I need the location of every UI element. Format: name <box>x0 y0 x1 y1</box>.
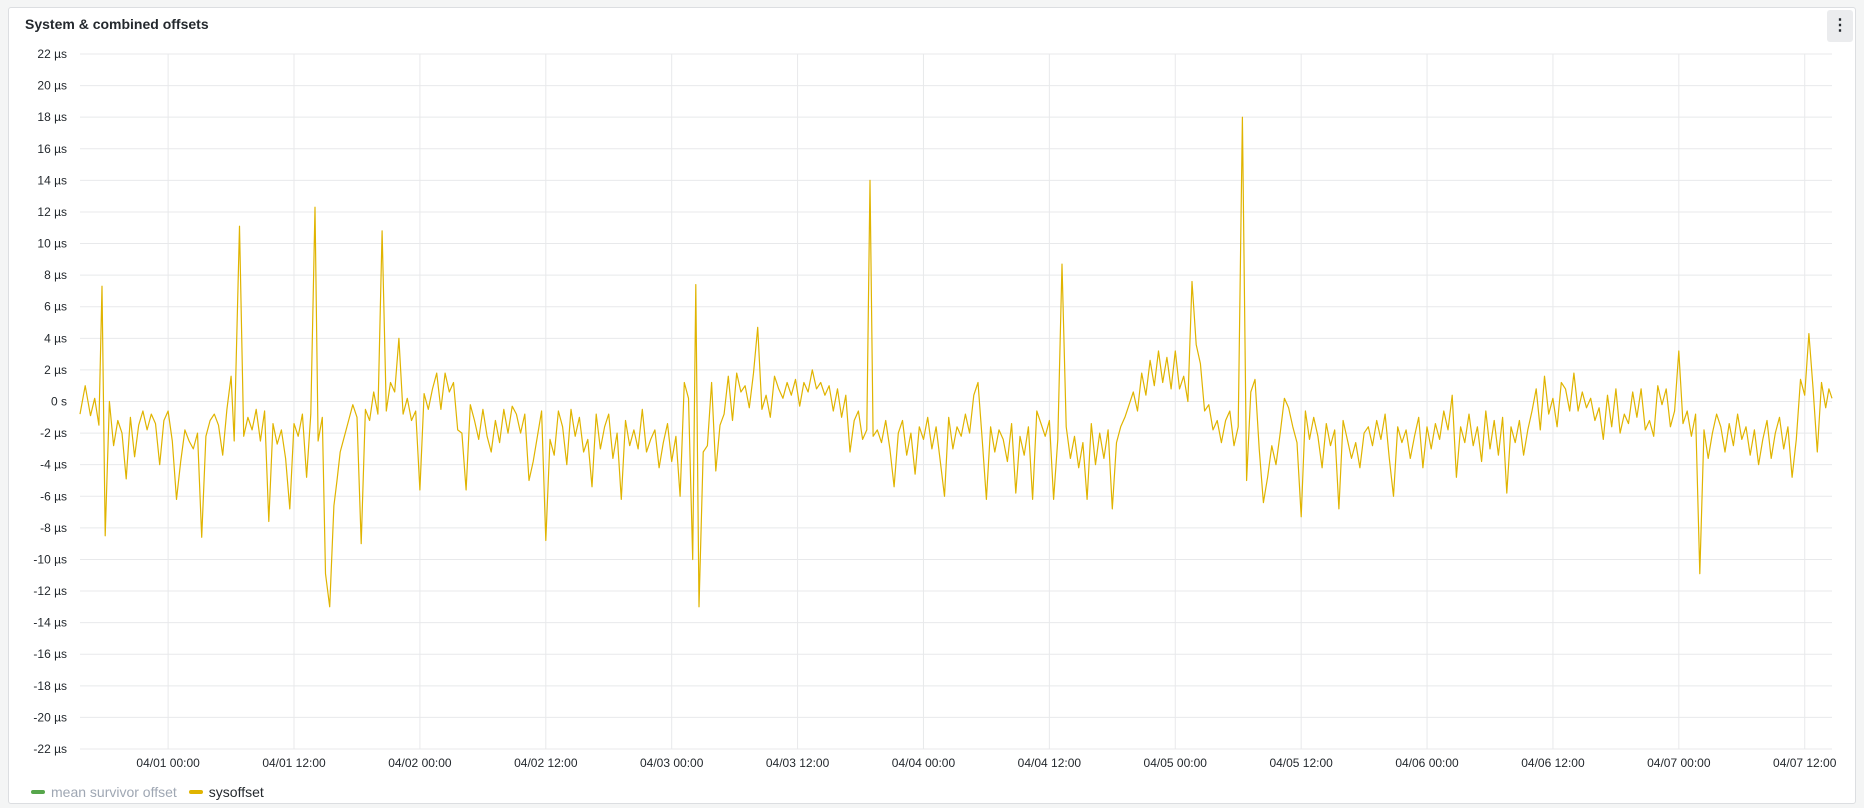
y-tick-label: 22 µs <box>37 47 67 61</box>
y-tick-label: 20 µs <box>37 79 67 93</box>
y-tick-label: 4 µs <box>44 331 67 345</box>
x-tick-label: 04/01 12:00 <box>262 756 326 770</box>
series-line-sysoffset <box>79 116 1833 608</box>
legend-swatch <box>188 790 203 794</box>
panel-menu-button[interactable]: ⋮ <box>1827 10 1853 42</box>
x-tick-label: 04/02 12:00 <box>514 756 578 770</box>
legend-item-mean-survivor-offset[interactable]: mean survivor offset <box>31 784 177 800</box>
x-tick-label: 04/04 00:00 <box>892 756 956 770</box>
y-tick-label: 12 µs <box>37 205 67 219</box>
y-tick-label: 8 µs <box>44 268 67 282</box>
legend-label: mean survivor offset <box>51 784 177 800</box>
x-tick-label: 04/05 12:00 <box>1269 756 1333 770</box>
y-tick-label: -18 µs <box>33 679 67 693</box>
x-tick-label: 04/04 12:00 <box>1018 756 1082 770</box>
legend-swatch <box>31 790 45 794</box>
y-tick-label: 0 s <box>51 395 67 409</box>
x-tick-label: 04/07 00:00 <box>1647 756 1711 770</box>
x-tick-label: 04/03 12:00 <box>766 756 830 770</box>
x-tick-label: 04/02 00:00 <box>388 756 452 770</box>
y-tick-label: 18 µs <box>37 110 67 124</box>
x-tick-label: 04/06 12:00 <box>1521 756 1585 770</box>
y-tick-label: 14 µs <box>37 173 67 187</box>
x-tick-label: 04/01 00:00 <box>136 756 200 770</box>
y-tick-label: -12 µs <box>33 584 67 598</box>
y-tick-label: -16 µs <box>33 647 67 661</box>
y-tick-label: 2 µs <box>44 363 67 377</box>
kebab-menu-icon: ⋮ <box>1832 17 1848 34</box>
x-tick-label: 04/03 00:00 <box>640 756 704 770</box>
y-tick-label: -2 µs <box>40 426 67 440</box>
legend-item-sysoffset[interactable]: sysoffset <box>188 784 264 800</box>
y-tick-label: -10 µs <box>33 552 67 566</box>
legend-label: sysoffset <box>208 784 264 800</box>
chart-legend: mean survivor offset sysoffset <box>31 784 264 800</box>
x-tick-label: 04/07 12:00 <box>1773 756 1837 770</box>
y-tick-label: -8 µs <box>40 521 67 535</box>
y-tick-label: -22 µs <box>33 742 67 756</box>
y-tick-label: -14 µs <box>33 616 67 630</box>
panel-title: System & combined offsets <box>25 16 209 32</box>
y-tick-label: 6 µs <box>44 300 67 314</box>
x-tick-label: 04/06 00:00 <box>1395 756 1459 770</box>
x-tick-label: 04/05 00:00 <box>1144 756 1208 770</box>
y-tick-label: 16 µs <box>37 142 67 156</box>
y-tick-label: -4 µs <box>40 458 67 472</box>
y-tick-label: -20 µs <box>33 710 67 724</box>
y-tick-label: -6 µs <box>40 489 67 503</box>
y-tick-label: 10 µs <box>37 237 67 251</box>
